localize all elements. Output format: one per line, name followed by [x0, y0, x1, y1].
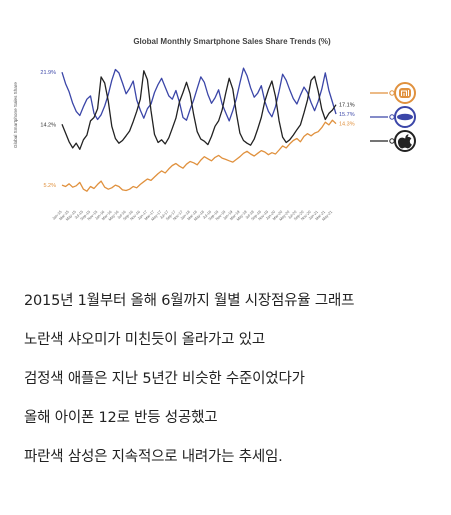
x-tick-label: Nov-15	[87, 210, 98, 221]
x-tick-label: Mar-21	[315, 210, 326, 221]
legend	[370, 82, 416, 152]
x-tick-label: Jul-17	[159, 210, 169, 220]
x-tick-label: Nov-19	[258, 210, 269, 221]
xiaomi-logo-mark	[399, 88, 411, 98]
caption-line: 파란색 삼성은 지속적으로 내려가는 추세임.	[24, 449, 283, 465]
x-tick-label: Mar-15	[58, 210, 69, 221]
x-tick-label: Jan-19	[222, 210, 233, 221]
x-tick-label: Sep-18	[208, 210, 219, 221]
x-tick-label: Mar-17	[144, 210, 155, 221]
samsung-logo-mark	[397, 113, 413, 121]
x-tick-label: Nov-20	[300, 210, 311, 221]
series-end-labels: 14.3% 15.7% 17.1%	[339, 103, 355, 128]
apple-logo-mark	[397, 136, 412, 149]
y-tick-label: 5.2%	[43, 183, 56, 189]
x-tick-label: Jan-18	[180, 210, 191, 221]
x-tick-label: May-20	[279, 210, 291, 222]
x-tick-label: Jul-20	[287, 210, 297, 220]
x-tick-label: May-18	[193, 210, 205, 222]
series-end-label: 15.7%	[339, 112, 355, 118]
x-tick-label: Jul-19	[245, 210, 255, 220]
x-tick-label: Sep-20	[293, 210, 304, 221]
x-tick-label: Mar-16	[101, 210, 112, 221]
caption-line: 2015년 1월부터 올해 6월까지 월별 시장점유율 그래프	[24, 293, 355, 309]
x-tick-label: Jan-16	[94, 210, 105, 221]
series-end-label: 14.3%	[339, 122, 355, 128]
x-tick-label: Mar-18	[187, 210, 198, 221]
x-tick-label: Nov-18	[215, 210, 226, 221]
x-tick-label: May-19	[236, 210, 248, 222]
legend-marker-samsung	[389, 114, 395, 120]
x-tick-label: Jul-16	[117, 210, 127, 220]
series-line-apple	[61, 70, 337, 150]
y-axis-label: Global Smartphone Sales Share	[13, 82, 18, 148]
caption: 2015년 1월부터 올해 6월까지 월별 시장점유율 그래프 노란색 샤오미가…	[24, 282, 444, 477]
caption-line: 올해 아이폰 12로 반등 성공했고	[24, 410, 218, 426]
series-line-xiaomi	[61, 119, 337, 192]
series-end-label: 17.1%	[339, 103, 355, 109]
x-tick-label: May-21	[321, 210, 333, 222]
y-tick-label: 14.2%	[40, 122, 56, 128]
x-tick-label: May-16	[108, 210, 120, 222]
chart-title: Global Monthly Smartphone Sales Share Tr…	[133, 37, 331, 46]
x-tick-label: Nov-17	[172, 210, 183, 221]
xiaomi-logo-glyph	[401, 90, 409, 96]
x-tick-label: Jan-20	[265, 210, 276, 221]
apple-logo-leaf	[405, 134, 409, 138]
x-tick-label: May-15	[65, 210, 77, 222]
x-tick-label: Jul-18	[202, 210, 212, 220]
x-tick-label: Sep-16	[122, 210, 133, 221]
y-axis-ticks: 21.9% 14.2% 5.2%	[40, 70, 56, 189]
caption-line: 검정색 애플은 지난 5년간 비슷한 수준이었다가	[24, 371, 305, 387]
x-tick-label: Mar-20	[272, 210, 283, 221]
series-line-samsung	[61, 67, 337, 122]
caption-line: 노란색 샤오미가 미친듯이 올라가고 있고	[24, 332, 266, 348]
x-tick-label: May-17	[151, 210, 163, 222]
line-chart: Global Monthly Smartphone Sales Share Tr…	[13, 37, 416, 222]
x-tick-label: Sep-15	[80, 210, 91, 221]
chart-figure: Global Monthly Smartphone Sales Share Tr…	[0, 0, 451, 235]
legend-marker-apple	[389, 138, 395, 144]
x-tick-label: Jan-15	[52, 210, 63, 221]
x-tick-label: Jul-15	[74, 210, 84, 220]
x-axis-ticks: Jan-15Mar-15May-15Jul-15Sep-15Nov-15Jan-…	[52, 210, 333, 222]
x-tick-label: Sep-19	[250, 210, 261, 221]
y-tick-label: 21.9%	[40, 70, 56, 76]
legend-marker-xiaomi	[389, 90, 395, 96]
x-tick-label: Jan-17	[137, 210, 148, 221]
chart-series	[61, 67, 337, 192]
x-tick-label: Sep-17	[165, 210, 176, 221]
x-tick-label: Nov-16	[130, 210, 141, 221]
x-tick-label: Jan-21	[308, 210, 319, 221]
x-tick-label: Mar-19	[229, 210, 240, 221]
